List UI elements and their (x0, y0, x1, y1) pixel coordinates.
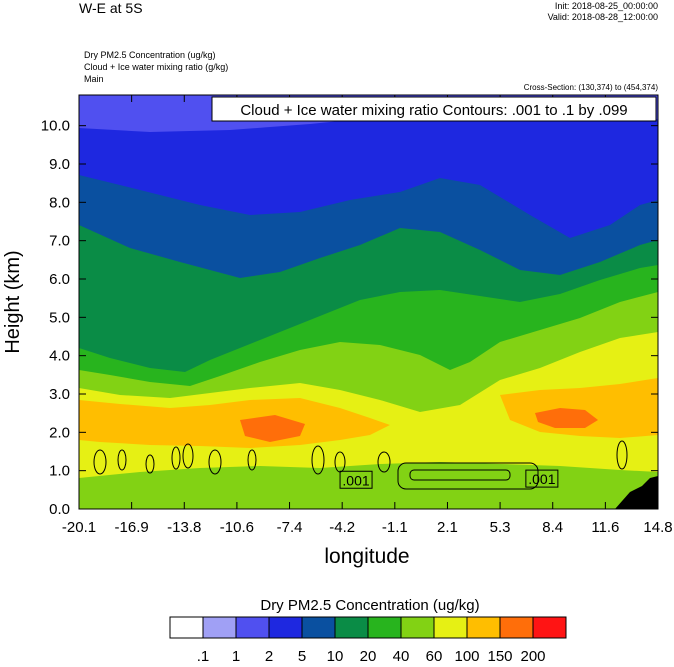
contour-info-box (211, 96, 657, 122)
y-tick-label: 10.0 (41, 118, 70, 135)
colorbar-swatch (367, 616, 402, 639)
colorbar-level-label: 40 (393, 648, 410, 665)
colorbar-swatch (433, 616, 468, 639)
colorbar-swatch (202, 616, 237, 639)
contour-band-150-east (500, 378, 658, 438)
contour-label-box (339, 470, 373, 489)
y-tick-label: 7.0 (49, 233, 70, 250)
valid-time-label: Valid: 2018-08-28_12:00:00 (547, 12, 658, 22)
x-tick-label: -4.2 (329, 519, 355, 536)
colorbar-swatch (301, 616, 336, 639)
cloud-ice-contours (93, 440, 628, 490)
x-tick-label: -1.1 (382, 519, 408, 536)
cross-section-label: Cross-Section: (130,374) to (454,374) (523, 83, 658, 92)
x-tick-label: 2.1 (437, 519, 458, 536)
contour-label: .001 (342, 472, 369, 488)
y-tick-label: 0.0 (49, 501, 70, 518)
colorbar-swatch (466, 616, 501, 639)
colorbar-swatch (400, 616, 435, 639)
colorbar-level-label: 2 (265, 648, 273, 665)
colorbar-level-label: 150 (487, 648, 512, 665)
contour-label-box (525, 469, 559, 488)
x-tick-label: -13.8 (167, 519, 201, 536)
contour-band-150 (79, 398, 390, 448)
x-tick-label: 14.8 (643, 519, 672, 536)
colorbar-title: Dry PM2.5 Concentration (ug/kg) (260, 597, 479, 614)
colorbar-swatch (532, 616, 567, 639)
colorbar-swatch (334, 616, 369, 639)
x-tick-label: -20.1 (62, 519, 96, 536)
y-axis-label: Height (km) (2, 250, 24, 353)
colorbar-level-label: .1 (197, 648, 210, 665)
colorbar-swatch (268, 616, 303, 639)
field-label-cloud: Cloud + Ice water mixing ratio (g/kg) (84, 62, 229, 72)
pm25-filled-contours (79, 95, 658, 509)
colorbar-level-label: 20 (360, 648, 377, 665)
x-tick-label: -16.9 (115, 519, 149, 536)
plot-title: W-E at 5S (79, 0, 143, 16)
init-time-label: Init: 2018-08-25_00:00:00 (554, 1, 658, 11)
field-label-main: Main (84, 74, 104, 84)
colorbar: .1 1 2 5 10 20 40 60 100 150 200 (169, 616, 567, 665)
plot-frame (78, 94, 659, 510)
colorbar-level-label: 100 (454, 648, 479, 665)
contour-label: .001 (528, 471, 555, 487)
colorbar-level-label: 200 (520, 648, 545, 665)
x-tick-label: -10.6 (220, 519, 254, 536)
y-tick-label: 6.0 (49, 271, 70, 288)
y-tick-label: 5.0 (49, 309, 70, 326)
y-tick-label: 1.0 (49, 463, 70, 480)
colorbar-level-label: 10 (327, 648, 344, 665)
contour-info-text: Cloud + Ice water mixing ratio Contours:… (240, 102, 627, 119)
y-tick-label: 3.0 (49, 386, 70, 403)
y-tick-label: 2.0 (49, 424, 70, 441)
colorbar-swatch (169, 616, 204, 639)
colorbar-swatch (499, 616, 534, 639)
field-label-pm25: Dry PM2.5 Concentration (ug/kg) (84, 50, 216, 60)
x-tick-label: -7.4 (277, 519, 303, 536)
x-tick-label: 5.3 (490, 519, 511, 536)
y-tick-label: 4.0 (49, 348, 70, 365)
colorbar-level-label: 1 (232, 648, 240, 665)
contour-band-200-east (535, 408, 598, 428)
contour-band-200-west (240, 415, 305, 442)
colorbar-level-label: 5 (298, 648, 306, 665)
y-tick-label: 8.0 (49, 194, 70, 211)
x-axis-label: longitude (324, 545, 409, 568)
x-tick-label: 11.6 (591, 519, 619, 536)
axis-ticks: 0.0 1.0 2.0 3.0 4.0 5.0 6.0 7.0 8.0 9.0 10.0 -20.1 -… (41, 95, 673, 536)
contour-band-20-surface (79, 462, 658, 509)
colorbar-swatch (235, 616, 270, 639)
y-tick-label: 9.0 (49, 156, 70, 173)
terrain (615, 476, 658, 509)
x-tick-label: 8.4 (542, 519, 563, 536)
colorbar-level-label: 60 (426, 648, 443, 665)
contour-labels: .001 .001 (339, 469, 559, 489)
